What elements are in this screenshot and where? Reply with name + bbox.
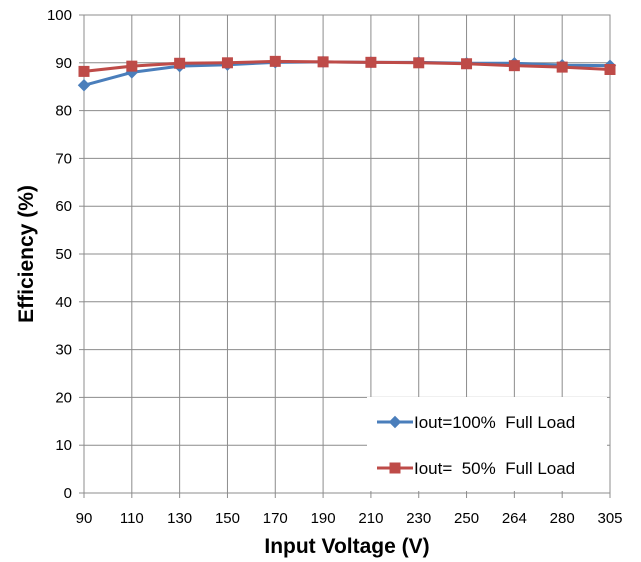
series-2-point [365, 56, 377, 68]
y-tick-label: 100 [47, 7, 72, 24]
x-tick-label: 170 [263, 510, 288, 527]
series-2-point [461, 58, 473, 70]
y-tick-label: 50 [55, 246, 72, 263]
y-tick-label: 30 [55, 342, 72, 359]
legend-box [367, 397, 607, 491]
series-2-point [174, 57, 186, 69]
series-1-point [77, 79, 91, 92]
x-tick-label: 90 [76, 510, 93, 527]
x-tick-labels: 90 110 130 150 170 190 210 230 250 264 280 305 [76, 510, 623, 527]
x-tick-label: 150 [215, 510, 240, 527]
x-tick-label: 210 [358, 510, 383, 527]
series-2-point [604, 63, 616, 75]
series-2-point [269, 55, 281, 67]
x-tick-label: 190 [311, 510, 336, 527]
y-tick-label: 0 [64, 485, 72, 502]
legend-marker [389, 462, 401, 474]
y-tick-label: 80 [55, 103, 72, 120]
series-2-point [126, 60, 138, 72]
series-2-point [556, 61, 568, 73]
x-tick-label: 130 [167, 510, 192, 527]
series-2-point [317, 56, 329, 68]
legend-entry-label: Iout= 50% Full Load [414, 459, 575, 478]
x-axis-title: Input Voltage (V) [264, 535, 429, 558]
series-2-point [78, 65, 90, 77]
series-2-line [82, 59, 612, 73]
y-tick-label: 20 [55, 389, 72, 406]
y-tick-labels: 0 10 20 30 40 50 60 70 80 90 100 [47, 7, 72, 502]
y-tick-label: 70 [55, 150, 72, 167]
legend-entry-label: Iout=100% Full Load [414, 413, 575, 432]
plot-border [83, 14, 611, 494]
x-tick-label: 280 [550, 510, 575, 527]
x-tick-label: 264 [502, 510, 527, 527]
series-2-point [508, 60, 520, 72]
y-tick-label: 60 [55, 198, 72, 215]
x-tick-label: 230 [406, 510, 431, 527]
legend: Iout=100% Full Load Iout= 50% Full Load [367, 397, 607, 491]
series-2-point [413, 57, 425, 69]
legend-marker [388, 415, 402, 429]
y-tick-label: 90 [55, 55, 72, 72]
y-tick-label: 10 [55, 437, 72, 454]
y-tick-label: 40 [55, 294, 72, 311]
series-2-point [221, 57, 233, 69]
x-tick-label: 250 [454, 510, 479, 527]
y-axis-title: Efficiency (%) [15, 185, 38, 323]
x-tick-label: 110 [120, 510, 144, 527]
series-layer [77, 55, 617, 92]
x-tick-label: 305 [597, 510, 622, 527]
